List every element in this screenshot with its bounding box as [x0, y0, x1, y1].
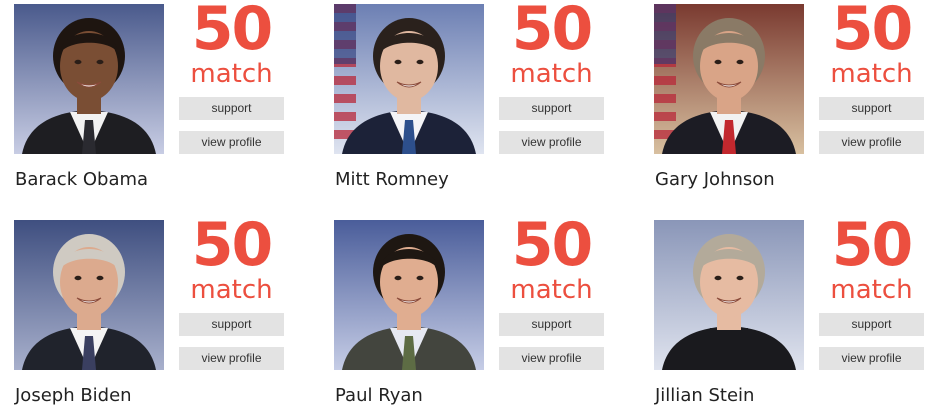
hair-top-shape [59, 249, 119, 270]
tie-shape [82, 120, 96, 154]
smile-shape [396, 297, 422, 304]
face-shape [700, 247, 758, 317]
eye-left [714, 59, 722, 65]
match-label: match [190, 275, 273, 305]
flag-stripe [334, 76, 356, 85]
tie-shape [402, 336, 416, 370]
candidate-photo[interactable] [14, 4, 164, 154]
eye-right [96, 59, 104, 65]
candidate-name[interactable]: Jillian Stein [655, 385, 755, 406]
candidate-photo[interactable] [334, 4, 484, 154]
match-score: 50 [831, 0, 914, 64]
match-score: 50 [191, 210, 274, 280]
hair-top-shape [699, 33, 759, 54]
candidate-name[interactable]: Joseph Biden [15, 385, 132, 406]
eye-right [736, 275, 744, 281]
eye-left [714, 275, 722, 281]
eye-right [736, 59, 744, 65]
portrait-image [654, 220, 804, 370]
candidate-photo[interactable] [654, 4, 804, 154]
match-label: match [510, 59, 593, 89]
eye-right [416, 59, 424, 65]
match-label: match [830, 59, 913, 89]
flag-canton [654, 4, 676, 64]
face-shape [380, 31, 438, 101]
tie-shape [722, 336, 736, 370]
support-button[interactable]: support [819, 97, 924, 120]
view-profile-button[interactable]: view profile [179, 131, 284, 154]
view-profile-button[interactable]: view profile [499, 131, 604, 154]
smile-shape [76, 297, 102, 304]
candidate-photo[interactable] [334, 220, 484, 370]
tie-shape [722, 120, 736, 154]
flag-stripe [654, 112, 676, 121]
candidate-card-romney: 50 match support view profile Mitt Romne… [334, 0, 624, 200]
candidate-name[interactable]: Barack Obama [15, 169, 149, 190]
hair-top-shape [59, 33, 119, 54]
portrait-image [654, 4, 804, 154]
view-profile-button[interactable]: view profile [179, 347, 284, 370]
tie-shape [402, 120, 416, 154]
eye-left [74, 59, 82, 65]
candidate-card-ryan: 50 match support view profile Paul Ryan [334, 214, 624, 412]
portrait-image [334, 4, 484, 154]
flag-stripe [334, 130, 356, 139]
match-score: 50 [831, 210, 914, 280]
candidate-name[interactable]: Gary Johnson [655, 169, 775, 190]
eye-left [394, 275, 402, 281]
face-shape [380, 247, 438, 317]
flag-stripe [334, 112, 356, 121]
eye-left [74, 275, 82, 281]
match-label: match [510, 275, 593, 305]
candidate-name[interactable]: Mitt Romney [335, 169, 449, 190]
match-score: 50 [191, 0, 274, 64]
face-shape [700, 31, 758, 101]
flag-stripe [654, 130, 676, 139]
eye-right [96, 275, 104, 281]
eye-left [394, 59, 402, 65]
face-shape [60, 247, 118, 317]
smile-shape [716, 297, 742, 304]
match-label: match [190, 59, 273, 89]
hair-top-shape [379, 33, 439, 54]
flag-stripe [654, 94, 676, 103]
candidate-name[interactable]: Paul Ryan [335, 385, 423, 406]
support-button[interactable]: support [499, 97, 604, 120]
candidate-photo[interactable] [654, 220, 804, 370]
view-profile-button[interactable]: view profile [819, 131, 924, 154]
view-profile-button[interactable]: view profile [499, 347, 604, 370]
support-button[interactable]: support [819, 313, 924, 336]
support-button[interactable]: support [499, 313, 604, 336]
smile-shape [396, 81, 422, 88]
match-score: 50 [511, 210, 594, 280]
match-score: 50 [511, 0, 594, 64]
flag-stripe [334, 94, 356, 103]
portrait-image [14, 220, 164, 370]
flag-stripe [654, 76, 676, 85]
smile-shape [76, 81, 102, 88]
candidate-card-johnson: 50 match support view profile Gary Johns… [654, 0, 934, 200]
face-shape [60, 31, 118, 101]
portrait-image [14, 4, 164, 154]
hair-top-shape [379, 249, 439, 270]
smile-shape [716, 81, 742, 88]
candidate-card-obama: 50 match support view profile Barack Oba… [14, 0, 304, 200]
portrait-image [334, 220, 484, 370]
hair-top-shape [699, 249, 759, 270]
match-label: match [830, 275, 913, 305]
support-button[interactable]: support [179, 97, 284, 120]
candidate-card-biden: 50 match support view profile Joseph Bid… [14, 214, 304, 412]
flag-canton [334, 4, 356, 64]
eye-right [416, 275, 424, 281]
candidate-photo[interactable] [14, 220, 164, 370]
candidate-card-stein: 50 match support view profile Jillian St… [654, 214, 934, 412]
support-button[interactable]: support [179, 313, 284, 336]
view-profile-button[interactable]: view profile [819, 347, 924, 370]
tie-shape [82, 336, 96, 370]
